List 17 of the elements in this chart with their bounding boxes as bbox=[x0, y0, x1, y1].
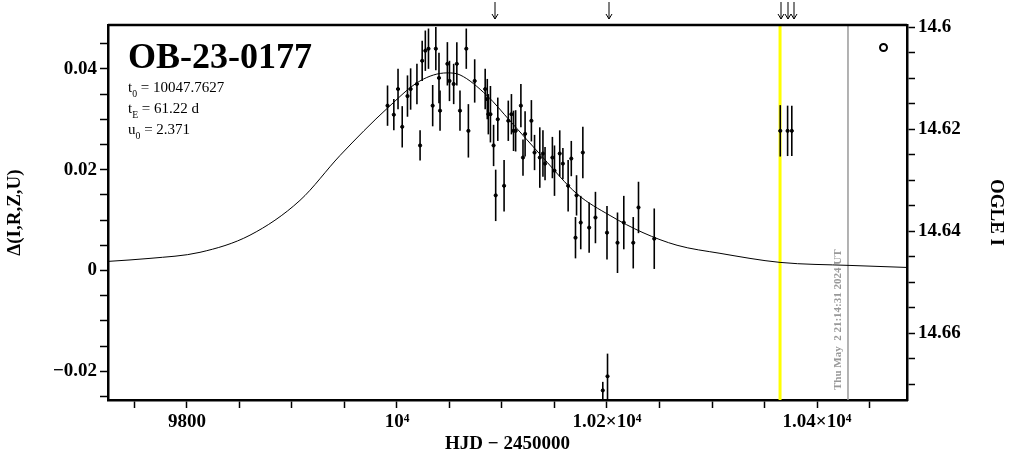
y-tick-label: −0.02 bbox=[52, 359, 97, 381]
y-tick-label: 0.02 bbox=[63, 157, 97, 179]
y2-tick-label: 14.6 bbox=[918, 14, 952, 36]
annotation: Thu May 2 21:14:31 2024 UT bbox=[831, 248, 844, 390]
y2-tick-label: 14.64 bbox=[918, 219, 962, 241]
x-tick-label: 9800 bbox=[167, 410, 206, 432]
x-axis-title: HJD − 2450000 bbox=[445, 431, 570, 453]
y2-tick-label: 14.66 bbox=[918, 321, 961, 343]
x-tick-label: 1.04×10⁴ bbox=[782, 410, 852, 432]
x-tick-label: 1.02×10⁴ bbox=[572, 410, 642, 432]
y2-axis-title: OGLE I bbox=[986, 178, 1008, 247]
y2-tick-label: 14.62 bbox=[918, 116, 961, 138]
y-tick-label: 0 bbox=[87, 258, 97, 280]
y-tick-label: 0.04 bbox=[63, 56, 98, 78]
chart-title: OB-23-0177 bbox=[128, 36, 312, 76]
y-axis-title: Δ(I,R,Z,U) bbox=[3, 169, 26, 256]
x-tick-label: 10⁴ bbox=[384, 410, 410, 432]
